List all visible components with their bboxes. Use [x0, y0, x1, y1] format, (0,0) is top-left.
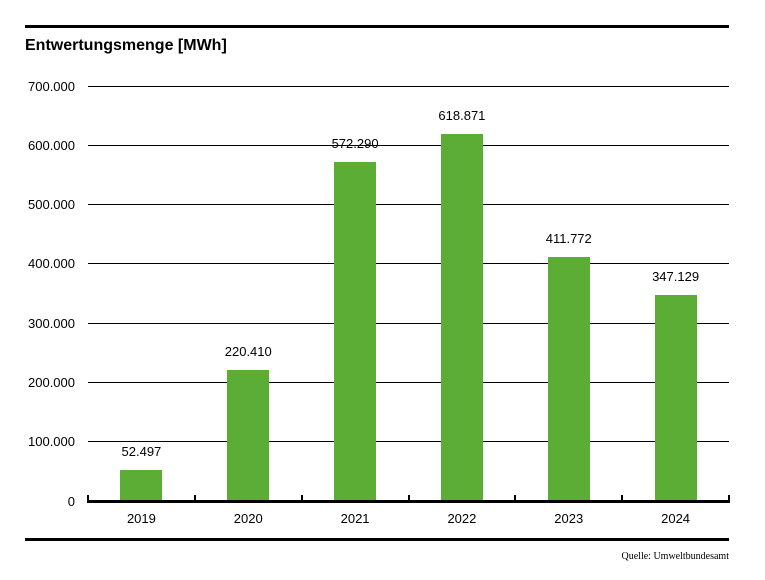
gridline: [88, 263, 729, 265]
x-axis-tick: [407, 495, 410, 503]
x-axis-tick: [193, 495, 196, 503]
x-axis-category-label: 2024: [661, 511, 691, 526]
x-axis-category-label: 2019: [126, 511, 156, 526]
x-axis-tick: [728, 495, 730, 503]
bottom-rule: [25, 538, 729, 541]
chart-title: Entwertungsmenge [MWh]: [25, 37, 227, 54]
bar-value-label: 347.129: [652, 269, 700, 285]
gridline: [88, 322, 729, 324]
x-axis-tick: [514, 495, 517, 503]
y-axis-tick-label: 200.000: [28, 374, 75, 390]
bar-2022: [440, 134, 483, 501]
x-axis-category-label: 2023: [554, 511, 584, 526]
x-axis-category-label: 2021: [340, 511, 370, 526]
gridline: [88, 85, 729, 87]
y-axis-tick-label: 500.000: [28, 197, 75, 213]
x-axis-category-label: 2022: [447, 511, 477, 526]
gridline: [88, 381, 729, 383]
y-axis-tick-label: 100.000: [28, 434, 75, 450]
x-axis-tick: [621, 495, 624, 503]
bar-value-label: 411.772: [545, 230, 592, 246]
y-axis-tick-label: 700.000: [28, 78, 75, 94]
bar-2020: [227, 370, 270, 501]
bar-2024: [654, 295, 697, 501]
y-axis-tick-label: 600.000: [28, 137, 75, 153]
bar-2021: [334, 161, 377, 501]
bar-value-label: 220.410: [224, 344, 272, 360]
top-rule: [25, 25, 729, 28]
bar-value-label: 618.871: [438, 108, 486, 124]
gridline: [88, 144, 729, 146]
y-axis-tick-label: 400.000: [28, 256, 75, 272]
bar-value-label: 52.497: [121, 443, 162, 459]
y-axis-tick-label: 300.000: [28, 315, 75, 331]
source-caption: Quelle: Umweltbundesamt: [621, 551, 729, 562]
y-axis-tick-label: 0: [67, 493, 75, 509]
x-axis-tick: [87, 495, 89, 503]
bar-2023: [547, 256, 590, 501]
gridline: [88, 204, 729, 206]
bar-value-label: 572.290: [331, 135, 379, 151]
gridline: [88, 441, 729, 443]
x-axis-tick: [300, 495, 303, 503]
bar-2019: [120, 469, 163, 501]
x-axis-category-label: 2020: [233, 511, 263, 526]
